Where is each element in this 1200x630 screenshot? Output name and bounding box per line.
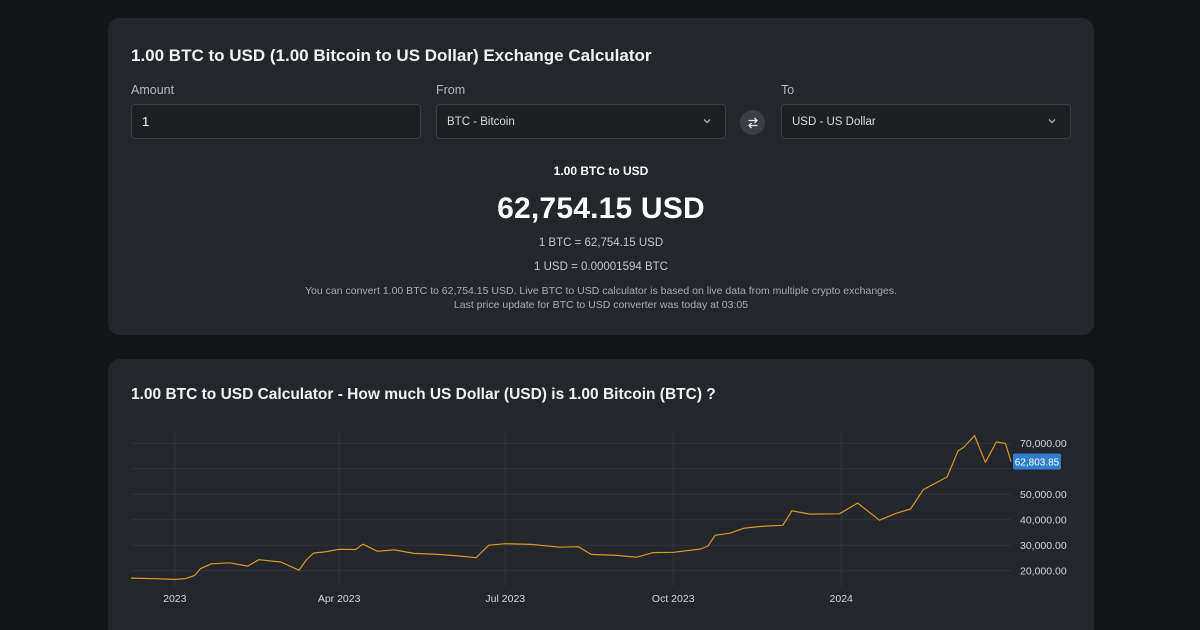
x-tick-label: 2024 [830, 593, 854, 605]
btc-price-line [130, 435, 1012, 580]
swap-arrows-icon [747, 117, 758, 128]
chevron-down-icon [703, 119, 711, 124]
chevron-down-icon [1048, 119, 1056, 124]
x-tick-label: Apr 2023 [318, 593, 361, 605]
x-tick-label: 2023 [163, 593, 187, 605]
rate-usd-to-btc: 1 USD = 0.00001594 BTC [534, 261, 668, 273]
current-price-label: 62,803.85 [1015, 458, 1060, 469]
result-subtitle: 1.00 BTC to USD [553, 164, 649, 178]
from-currency-value: BTC - Bitcoin [447, 115, 515, 128]
price-chart[interactable]: 20,000.00 30,000.00 40,000.00 50,000.00 70,0… [108, 359, 1094, 630]
x-tick-label: Oct 2023 [652, 593, 695, 605]
to-currency-select[interactable]: USD - US Dollar [781, 104, 1071, 139]
result-value: 62,754.15 USD [497, 192, 705, 225]
from-label: From [436, 83, 466, 97]
y-tick-label: 50,000.00 [1020, 489, 1067, 501]
y-tick-label: 70,000.00 [1020, 438, 1067, 450]
swap-currencies-button[interactable] [740, 110, 765, 135]
conversion-note: You can convert 1.00 BTC to 62,754.15 US… [305, 285, 897, 297]
converter-card: 1.00 BTC to USD (1.00 Bitcoin to US Doll… [108, 18, 1094, 335]
y-tick-label: 40,000.00 [1020, 515, 1067, 527]
y-tick-label: 30,000.00 [1020, 540, 1067, 552]
x-tick-label: Jul 2023 [485, 593, 525, 605]
chart-title: 1.00 BTC to USD Calculator - How much US… [131, 386, 716, 403]
rate-btc-to-usd: 1 BTC = 62,754.15 USD [538, 237, 664, 249]
chart-card: 20,000.00 30,000.00 40,000.00 50,000.00 70,0… [108, 359, 1094, 630]
amount-label: Amount [131, 83, 175, 97]
current-price-tag [1013, 453, 1061, 470]
to-currency-value: USD - US Dollar [792, 115, 876, 128]
amount-value: 1 [142, 114, 150, 129]
last-update-note: Last price update for BTC to USD convert… [453, 299, 749, 311]
to-label: To [781, 83, 795, 97]
converter-title: 1.00 BTC to USD (1.00 Bitcoin to US Doll… [131, 46, 652, 65]
from-currency-select[interactable]: BTC - Bitcoin [436, 104, 726, 139]
amount-input[interactable]: 1 [131, 104, 421, 139]
y-tick-label: 20,000.00 [1020, 566, 1067, 578]
